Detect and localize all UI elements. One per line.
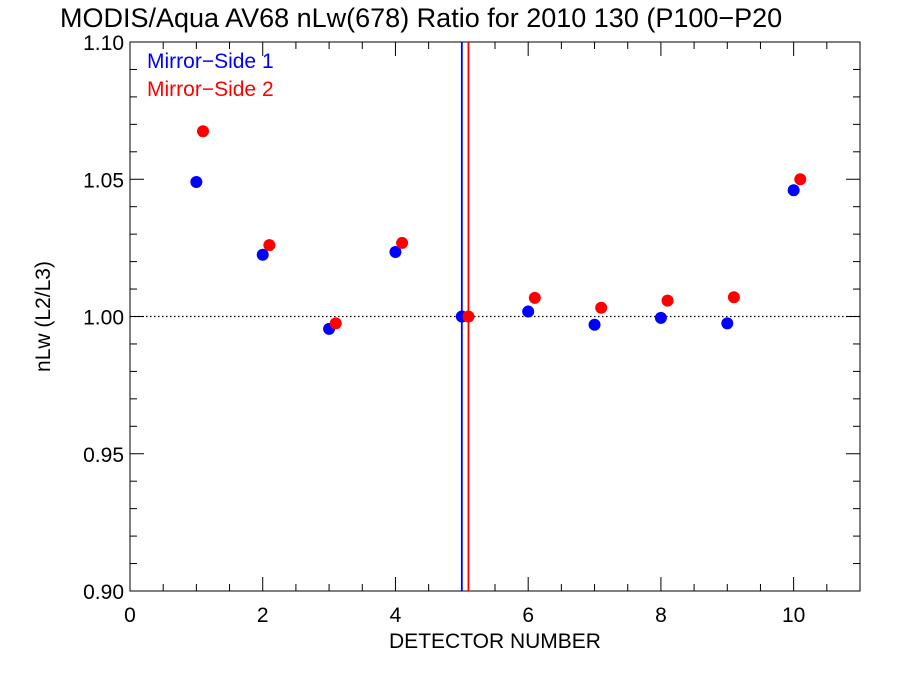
data-point-series-1	[522, 305, 535, 318]
data-point-series-2	[727, 291, 740, 304]
data-points	[190, 125, 807, 335]
y-tick-label: 0.90	[83, 581, 124, 604]
y-tick-label: 1.00	[83, 307, 124, 330]
x-tick-label: 4	[390, 604, 402, 627]
y-tick-label: 1.05	[83, 169, 124, 192]
data-point-series-2	[528, 291, 541, 304]
x-axis-label: DETECTOR NUMBER	[389, 630, 601, 653]
data-point-series-1	[588, 318, 601, 331]
legend-entry-mirror-side-1: Mirror−Side 1	[147, 50, 274, 73]
y-tick-label: 0.95	[83, 444, 124, 467]
legend-entry-mirror-side-2: Mirror−Side 2	[147, 78, 274, 101]
x-tick-labels: 0 2 4 6 8 10	[124, 604, 805, 627]
x-tick-label: 10	[782, 604, 805, 627]
data-point-series-2	[197, 125, 209, 138]
data-point-series-2	[396, 236, 409, 249]
x-tick-label: 8	[655, 604, 667, 627]
x-tick-label: 2	[257, 604, 269, 627]
data-point-series-2	[595, 301, 608, 314]
data-point-series-1	[389, 245, 402, 258]
minor-ticks	[130, 42, 860, 591]
data-point-series-2	[794, 173, 807, 186]
chart-title: MODIS/Aqua AV68 nLw(678) Ratio for 2010 …	[60, 3, 782, 33]
data-point-series-1	[721, 317, 734, 330]
data-point-series-2	[263, 239, 276, 252]
y-axis-label: nLw (L2/L3)	[32, 261, 55, 372]
data-point-series-1	[654, 311, 667, 324]
major-ticks	[129, 41, 860, 592]
data-point-series-1	[256, 248, 269, 261]
y-tick-label: 1.10	[83, 32, 124, 55]
y-tick-labels: 0.90 0.95 1.00 1.05 1.10	[83, 32, 124, 604]
x-tick-label: 0	[124, 604, 136, 627]
data-point-series-2	[462, 310, 475, 323]
data-point-series-2	[661, 294, 674, 307]
x-tick-label: 6	[522, 604, 534, 627]
data-point-series-1	[190, 175, 203, 188]
data-point-series-2	[329, 317, 342, 330]
data-point-series-1	[787, 184, 800, 197]
